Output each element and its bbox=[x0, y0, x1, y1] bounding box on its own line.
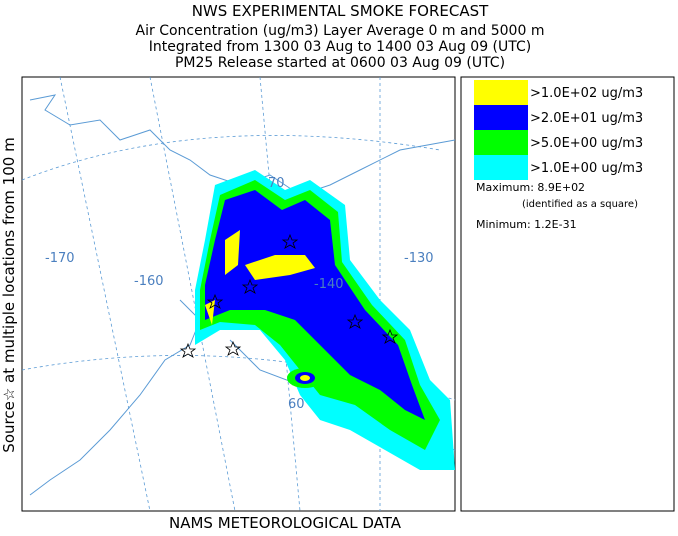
plume bbox=[195, 170, 455, 470]
minimum: Minimum: 1.2E-31 bbox=[476, 218, 577, 231]
maximum-note: (identified as a square) bbox=[522, 199, 638, 210]
subtitle: Air Concentration (ug/m3) Layer Average … bbox=[136, 23, 545, 39]
grid-label: -170 bbox=[45, 251, 75, 266]
legend-label: >2.0E+01 ug/m3 bbox=[530, 111, 643, 126]
footer: NAMS METEOROLOGICAL DATA bbox=[169, 514, 402, 532]
subtitle: PM25 Release started at 0600 03 Aug 09 (… bbox=[175, 55, 505, 71]
legend: Maximum: 8.9E+02 (identified as a square… bbox=[460, 76, 675, 512]
legend-label: >1.0E+02 ug/m3 bbox=[530, 86, 643, 101]
subtitle: Integrated from 1300 03 Aug to 1400 03 A… bbox=[149, 39, 532, 55]
grid-label: -140 bbox=[314, 277, 344, 292]
map: -170 -160 -140 -130 70 60 bbox=[21, 76, 456, 512]
maximum: Maximum: 8.9E+02 bbox=[476, 181, 585, 194]
legend-swatch bbox=[474, 155, 528, 180]
legend-swatch bbox=[474, 80, 528, 105]
title: NWS EXPERIMENTAL SMOKE FORECAST bbox=[192, 2, 489, 20]
graticule bbox=[21, 76, 456, 512]
grid-label: 60 bbox=[288, 397, 305, 412]
grid-label: -160 bbox=[134, 274, 164, 289]
legend-label: >1.0E+00 ug/m3 bbox=[530, 161, 643, 176]
grid-label: 70 bbox=[268, 176, 285, 191]
source-markers bbox=[179, 233, 399, 358]
legend-swatch bbox=[474, 130, 528, 155]
legend-swatch bbox=[474, 105, 528, 130]
grid-label: -130 bbox=[404, 251, 434, 266]
side-label: Source☆ at multiple locations from 100 m bbox=[0, 137, 18, 452]
legend-label: >5.0E+00 ug/m3 bbox=[530, 136, 643, 151]
